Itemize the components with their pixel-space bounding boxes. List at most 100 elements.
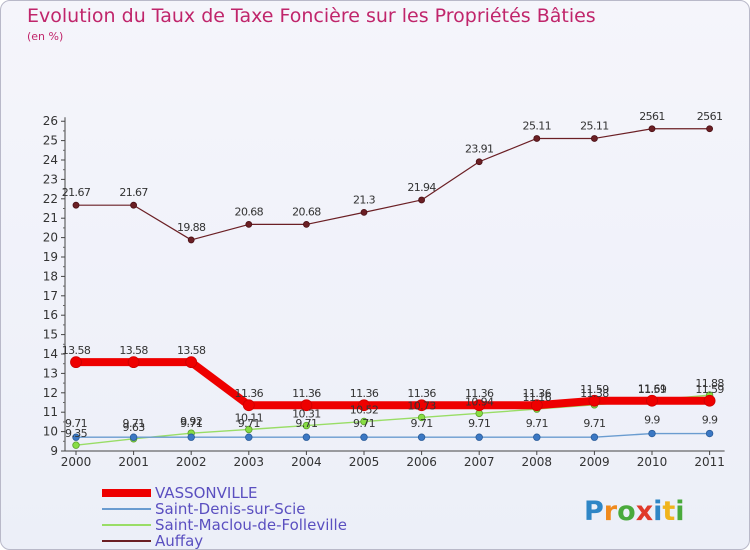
data-point [72, 201, 80, 209]
y-tick-label: 21 [43, 211, 58, 225]
data-label: 9.63 [123, 421, 146, 434]
logo-letter-t: t [662, 496, 675, 527]
x-tick-label: 2010 [637, 455, 668, 469]
data-point [591, 135, 598, 142]
chart-title: Evolution du Taux de Taxe Foncière sur l… [27, 5, 596, 27]
data-label: 23.91 [465, 143, 494, 156]
x-tick-label: 2004 [291, 455, 322, 469]
data-label: 20.68 [235, 205, 264, 218]
data-label: 10.73 [407, 399, 436, 412]
x-tick-label: 2000 [61, 455, 92, 469]
y-tick-label: 25 [43, 134, 58, 148]
data-point [245, 425, 253, 434]
data-label: 11.59 [580, 383, 609, 396]
data-label: 9.71 [123, 417, 145, 430]
logo-letter-o: o [617, 496, 636, 527]
data-label: 10.31 [292, 408, 321, 421]
data-point [533, 433, 541, 441]
data-point [360, 208, 368, 216]
data-point [530, 399, 543, 412]
data-point [187, 236, 195, 244]
data-point [70, 356, 82, 369]
data-label: 25.11 [523, 119, 552, 132]
logo-letter-P: P [584, 496, 604, 527]
y-tick-label: 14 [43, 347, 58, 361]
data-point [72, 433, 80, 441]
data-label: 21.94 [407, 181, 436, 194]
x-tick-label: 2006 [406, 455, 437, 469]
data-label: 9.71 [583, 417, 605, 430]
data-label: 11.36 [407, 387, 436, 400]
logo-text: Proxiti [584, 496, 685, 527]
data-label: 9.71 [180, 417, 202, 430]
data-label: 9.71 [65, 417, 87, 430]
y-tick-label: 26 [43, 114, 58, 128]
data-label: 11.38 [580, 387, 609, 400]
data-label: 13.58 [119, 344, 148, 357]
data-point [475, 158, 483, 166]
data-point [302, 221, 310, 228]
data-label: 2561 [639, 110, 665, 123]
data-point [245, 433, 253, 441]
logo-letter-r: r [604, 496, 618, 527]
data-label: 13.58 [62, 344, 91, 357]
data-point [127, 356, 140, 369]
y-tick-label: 17 [43, 289, 58, 303]
data-label: 10.94 [465, 395, 494, 408]
x-tick-label: 2003 [234, 455, 265, 469]
data-point [533, 135, 541, 142]
data-label: 10.11 [235, 411, 264, 424]
data-label: 9.71 [353, 417, 375, 430]
y-tick-label: 19 [43, 250, 58, 264]
data-point [72, 441, 80, 449]
data-label: 9.71 [411, 417, 433, 430]
series-line-vassonville [72, 358, 714, 410]
data-label: 11.36 [523, 387, 552, 400]
legend-label: Auffay [155, 532, 203, 550]
legend-label: Saint-Maclou-de-Folleville [155, 516, 347, 534]
x-tick-label: 2011 [694, 455, 725, 469]
data-point [473, 399, 486, 412]
data-point [360, 417, 368, 426]
data-label: 9.71 [468, 417, 490, 430]
data-point [129, 433, 138, 441]
data-label: 11.36 [350, 387, 379, 400]
data-point [242, 399, 255, 412]
x-tick-label: 2009 [579, 455, 610, 469]
data-label: 11.59 [638, 383, 667, 396]
data-label: 2561 [697, 110, 723, 123]
logo-letter-i1: i [653, 496, 662, 527]
data-label: 19.88 [177, 221, 206, 234]
data-point [358, 399, 370, 412]
data-point [245, 221, 253, 228]
data-point [590, 433, 599, 441]
data-label: 10.52 [350, 404, 379, 417]
data-label: 11.61 [638, 382, 667, 395]
data-point [130, 201, 138, 209]
data-point [302, 421, 311, 430]
data-label: 21.3 [353, 193, 376, 206]
data-label: 11.16 [523, 391, 552, 404]
data-point [185, 356, 198, 369]
series-line-auffay [75, 128, 711, 241]
data-label: 9.71 [238, 417, 260, 430]
data-point [705, 429, 714, 438]
x-tick-label: 2005 [349, 455, 380, 469]
data-point [418, 196, 426, 204]
y-tick-label: 22 [43, 192, 58, 206]
data-label: 9.35 [65, 427, 88, 440]
data-label: 11.36 [465, 387, 494, 400]
y-tick-label: 9 [50, 444, 58, 458]
legend-label: Saint-Denis-sur-Scie [155, 500, 305, 518]
logo-letter-x: x [636, 496, 653, 527]
x-tick-label: 2002 [176, 455, 207, 469]
y-tick-label: 16 [43, 308, 58, 322]
data-point [706, 125, 713, 133]
data-point [475, 433, 483, 441]
y-tick-label: 10 [43, 425, 58, 439]
data-point [417, 433, 426, 441]
y-tick-label: 18 [43, 269, 58, 283]
data-point [588, 394, 601, 407]
